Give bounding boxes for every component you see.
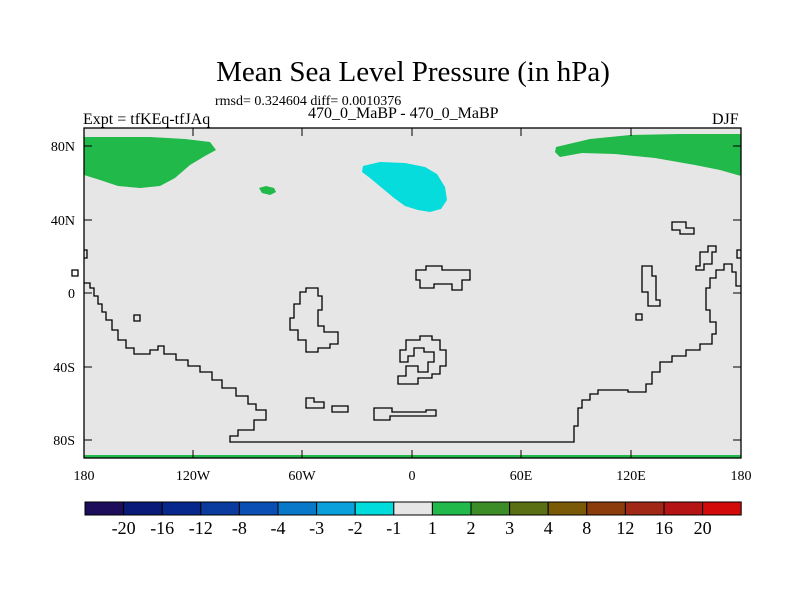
colorbar: [84, 501, 742, 516]
lat-label-80n: 80N: [51, 140, 75, 155]
lat-label-80s: 80S: [53, 434, 75, 449]
stats-label: rmsd= 0.324604 diff= 0.0010376: [215, 94, 402, 109]
colorbar-box-0: [84, 501, 125, 516]
experiment-label: Expt = tfKEq-tfJAq: [83, 111, 211, 128]
lon-label-180w: 180: [74, 469, 95, 484]
colorbar-box-16: [702, 501, 742, 516]
colorbar-label-10: 3: [505, 518, 514, 538]
lat-label-40s: 40S: [53, 361, 75, 376]
lon-label-120w: 120W: [176, 469, 211, 484]
colorbar-box-15: [663, 501, 704, 516]
colorbar-label-5: -3: [309, 518, 324, 538]
colorbar-label-8: 1: [428, 518, 437, 538]
lon-label-60w: 60W: [288, 469, 316, 484]
colorbar-box-13: [586, 501, 626, 516]
colorbar-box-2: [161, 501, 202, 516]
lon-label-0: 0: [409, 469, 416, 484]
lon-label-120e: 120E: [616, 469, 646, 484]
colorbar-box-12: [547, 501, 588, 516]
colorbar-labels: -20 -16 -12 -8 -4 -3 -2 -1 1 2 3 4 8 12 16 20: [112, 518, 712, 538]
colorbar-label-4: -4: [271, 518, 286, 538]
colorbar-box-8: [393, 501, 433, 516]
colorbar-label-3: -8: [232, 518, 247, 538]
colorbar-box-14: [624, 501, 665, 516]
lat-label-0: 0: [68, 287, 75, 302]
arctic-east-region: [555, 134, 741, 176]
season-label: DJF: [712, 111, 739, 128]
colorbar-box-3: [200, 501, 240, 516]
colorbar-label-0: -20: [112, 518, 136, 538]
colorbar-label-15: 20: [694, 518, 712, 538]
colorbar-label-12: 8: [582, 518, 591, 538]
colorbar-label-11: 4: [544, 518, 553, 538]
arctic-west-region: [84, 137, 216, 188]
colorbar-label-7: -1: [386, 518, 401, 538]
lon-label-180e: 180: [731, 469, 752, 484]
map-title: Mean Sea Level Pressure (in hPa): [216, 56, 610, 88]
colorbar-label-14: 16: [655, 518, 673, 538]
negative-anomaly-region: [362, 162, 447, 212]
period-label: 470_0_MaBP - 470_0_MaBP: [308, 105, 499, 122]
lon-labels: 180 120W 60W 0 60E 120E 180: [74, 469, 752, 484]
lon-label-60e: 60E: [510, 469, 533, 484]
lon-tick-marks: [83, 128, 742, 458]
coastlines: [71, 221, 741, 443]
small-green-patch: [259, 186, 276, 195]
colorbar-label-2: -12: [189, 518, 213, 538]
lat-tick-marks: [84, 145, 741, 441]
lat-labels: 80N 40N 0 40S 80S: [51, 140, 75, 449]
colorbar-label-6: -2: [348, 518, 363, 538]
lat-label-40n: 40N: [51, 214, 75, 229]
colorbar-box-10: [470, 501, 511, 516]
colorbar-box-7: [354, 501, 395, 516]
colorbar-label-9: 2: [467, 518, 476, 538]
colorbar-box-1: [123, 501, 163, 516]
colorbar-box-5: [277, 501, 318, 516]
colorbar-label-13: 12: [616, 518, 634, 538]
colorbar-box-6: [316, 501, 356, 516]
colorbar-box-4: [238, 501, 279, 516]
colorbar-box-9: [431, 501, 472, 516]
colorbar-label-1: -16: [150, 518, 174, 538]
colorbar-box-11: [509, 501, 549, 516]
